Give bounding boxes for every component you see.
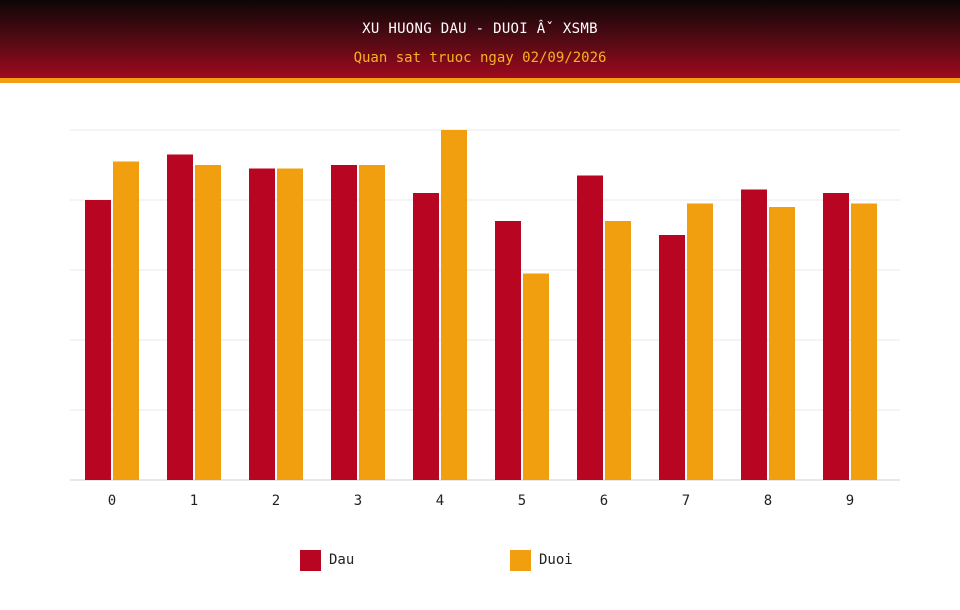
x-tick-label: 3 [354,493,362,509]
legend-label-duoi: Duoi [539,552,573,568]
bar-duoi-6 [605,221,631,480]
x-tick-label: 9 [846,493,854,509]
bar-duoi-0 [113,161,139,480]
x-tick-label: 6 [600,493,608,509]
bar-dau-1 [167,154,193,480]
x-tick-label: 0 [108,493,116,509]
x-tick-label: 5 [518,493,526,509]
bar-duoi-3 [359,165,385,480]
bar-duoi-5 [523,273,549,480]
x-tick-label: 8 [764,493,772,509]
chart-title: XU HUONG DAU - DUOI Âˇ XSMB [362,21,598,37]
bar-dau-4 [413,193,439,480]
bar-dau-7 [659,235,685,480]
bar-duoi-2 [277,168,303,480]
chart-header [0,0,960,78]
bar-duoi-9 [851,203,877,480]
bar-dau-3 [331,165,357,480]
bar-dau-8 [741,189,767,480]
bar-dau-0 [85,200,111,480]
legend-swatch-dau [300,550,321,571]
bar-duoi-7 [687,203,713,480]
legend-swatch-duoi [510,550,531,571]
x-tick-label: 2 [272,493,280,509]
bar-dau-5 [495,221,521,480]
bar-dau-6 [577,175,603,480]
legend-label-dau: Dau [329,552,355,568]
chart-subtitle: Quan sat truoc ngay 02/09/2026 [353,50,607,66]
x-tick-label: 4 [436,493,444,509]
bar-duoi-8 [769,207,795,480]
x-tick-label: 1 [190,493,198,509]
bar-duoi-4 [441,130,467,480]
x-tick-label: 7 [682,493,690,509]
bar-dau-2 [249,168,275,480]
bar-dau-9 [823,193,849,480]
bar-duoi-1 [195,165,221,480]
header-accent-stripe [0,78,960,83]
